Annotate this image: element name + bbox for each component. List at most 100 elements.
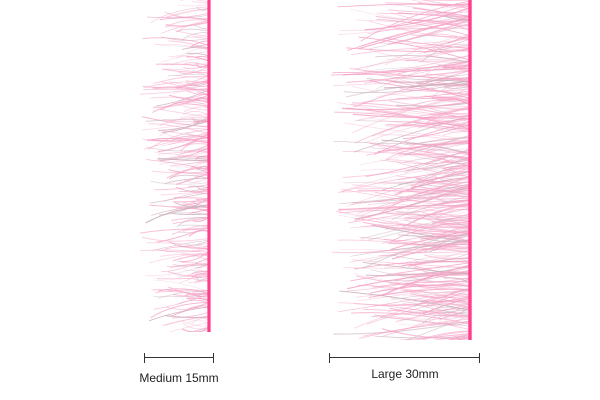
fiber-strand	[406, 46, 471, 62]
fiber-strand	[156, 226, 210, 243]
fiber-strand	[412, 99, 471, 106]
fiber-strand	[354, 106, 471, 144]
fiber-strand	[175, 133, 210, 139]
fiber-strand	[161, 116, 210, 133]
fiber-strand	[163, 119, 210, 123]
fiber-strand	[351, 184, 471, 191]
fiber-strand	[426, 289, 471, 306]
fiber-strand	[174, 147, 210, 156]
fiber-strand	[172, 253, 210, 262]
fiber-strand	[439, 311, 471, 321]
fiber-strand	[338, 215, 471, 244]
fiber-strand	[160, 253, 210, 262]
fiber-strand	[386, 158, 471, 179]
fiber-strand	[150, 96, 210, 101]
fiber-strand	[386, 123, 471, 132]
fiber-strand	[385, 293, 471, 306]
fiber-strand	[369, 20, 471, 40]
fiber-strand	[373, 296, 471, 306]
fiber-strand	[350, 103, 471, 121]
fiber-strand	[153, 293, 210, 310]
fiber-strand	[162, 68, 210, 73]
fiber-strand	[352, 93, 471, 134]
scale-tick-right	[212, 353, 214, 363]
fiber-strand	[155, 289, 210, 294]
fiber-strand	[152, 240, 210, 251]
fiber-strand	[410, 184, 471, 196]
fiber-strand	[358, 281, 471, 302]
fiber-strand	[442, 15, 471, 21]
fiber-strand	[184, 62, 210, 67]
fiber-strand	[180, 250, 210, 263]
fiber-strand	[177, 4, 210, 7]
fiber-strand	[158, 120, 210, 132]
fiber-strand	[422, 211, 471, 218]
fiber-strand	[426, 218, 471, 229]
fiber-strand	[159, 157, 210, 162]
fiber-strand	[350, 203, 471, 229]
fiber-strands	[139, 0, 210, 332]
fiber-strand	[141, 116, 210, 128]
fiber-strand	[438, 151, 471, 155]
fiber-strand	[175, 75, 210, 81]
fiber-strand	[388, 9, 471, 13]
fiber-strand	[186, 270, 210, 277]
fiber-strand	[159, 108, 210, 118]
fiber-strand	[338, 204, 471, 211]
fiber-strand	[172, 217, 210, 225]
fiber-strand	[416, 35, 471, 47]
fiber-strand	[368, 189, 471, 205]
fiber-strand	[420, 44, 471, 63]
fiber-strand	[167, 73, 210, 77]
fiber-strand	[377, 141, 471, 152]
fiber-strand	[144, 262, 210, 277]
fiber-strand	[413, 234, 471, 243]
fiber-strand	[338, 170, 471, 193]
fiber-strand	[421, 0, 471, 8]
fiber-strand	[160, 92, 210, 111]
fiber-strand	[164, 68, 210, 78]
fiber-strand	[387, 296, 471, 309]
fiber-strand	[443, 85, 471, 89]
fiber-strand	[360, 224, 471, 228]
fiber-strand	[406, 214, 471, 218]
fiber-strand	[175, 14, 210, 18]
fiber-strand	[139, 87, 210, 95]
fiber-strand	[184, 199, 210, 205]
fiber-strand	[159, 45, 210, 50]
fiber-strand	[425, 77, 471, 83]
fiber-strand	[339, 26, 471, 31]
fiber-strand	[381, 226, 471, 242]
fiber-strand	[423, 295, 471, 297]
fiber-strand	[429, 106, 471, 116]
fiber-strand	[397, 254, 471, 266]
fiber-strand	[337, 3, 471, 8]
fiber-strand	[382, 160, 471, 191]
fiber-strand	[192, 244, 210, 252]
fiber-strand	[416, 330, 471, 340]
fiber-strand	[343, 266, 471, 269]
fiber-strand	[359, 318, 471, 339]
fiber-strand	[425, 61, 471, 75]
fiber-strand	[417, 179, 471, 188]
fiber-strand	[408, 257, 471, 267]
fiber-strand	[364, 37, 471, 69]
fiber-strand	[357, 94, 471, 121]
fiber-strand	[159, 127, 210, 137]
fiber-strand	[425, 43, 471, 53]
fiber-strand	[179, 224, 210, 228]
fiber-strand	[396, 211, 471, 228]
fiber-strand	[429, 195, 471, 204]
fiber-strand	[183, 110, 210, 116]
fiber-strand	[372, 107, 471, 137]
fiber-strand	[407, 189, 471, 196]
fiber-strand	[385, 143, 471, 151]
fiber-strand	[335, 210, 471, 234]
fiber-strand	[397, 64, 471, 75]
fiber-strand	[160, 51, 210, 63]
fiber-strand	[354, 187, 471, 194]
fiber-strand	[163, 315, 210, 327]
fiber-strand	[355, 19, 471, 26]
fiber-strand	[403, 136, 471, 146]
fiber-strand	[183, 269, 210, 273]
